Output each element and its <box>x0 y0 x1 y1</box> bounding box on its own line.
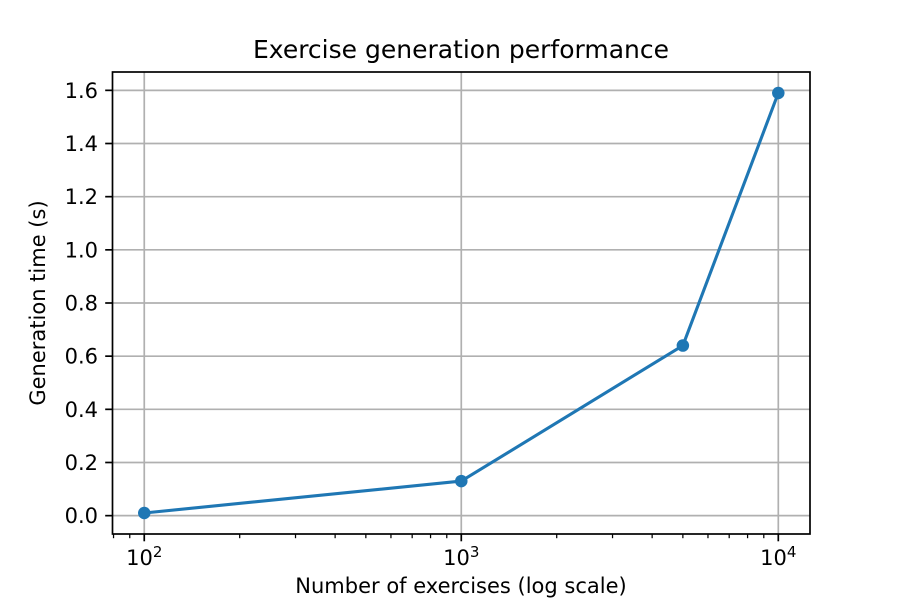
series-line <box>144 92 780 515</box>
x-tick-label: 104 <box>760 543 796 570</box>
axis-ticks <box>105 89 780 542</box>
data-series <box>138 86 785 520</box>
y-tick-label: 0.8 <box>65 292 98 316</box>
y-tick-label: 1.0 <box>65 238 98 262</box>
y-tick-label: 1.6 <box>65 79 98 103</box>
chart-title: Exercise generation performance <box>253 35 669 64</box>
data-point <box>455 474 468 488</box>
y-tick-label: 0.4 <box>65 398 98 422</box>
y-tick-label: 0.0 <box>65 504 98 528</box>
y-tick-label: 0.6 <box>65 345 98 369</box>
tick-labels: 102 103 104 0.0 0.2 0.4 0.6 0.8 1.0 1.2 1.4 1.6 <box>65 79 797 570</box>
x-tick-label: 103 <box>443 543 479 570</box>
gridlines <box>112 72 810 534</box>
y-tick-label: 1.2 <box>65 185 98 209</box>
x-axis-label: Number of exercises (log scale) <box>295 574 626 598</box>
data-point <box>676 339 690 352</box>
y-axis-label: Generation time (s) <box>26 200 50 405</box>
x-tick-label: 102 <box>126 543 162 570</box>
data-point <box>772 86 785 100</box>
y-tick-label: 0.2 <box>65 451 98 475</box>
y-tick-label: 1.4 <box>65 132 98 156</box>
data-point <box>138 506 151 520</box>
